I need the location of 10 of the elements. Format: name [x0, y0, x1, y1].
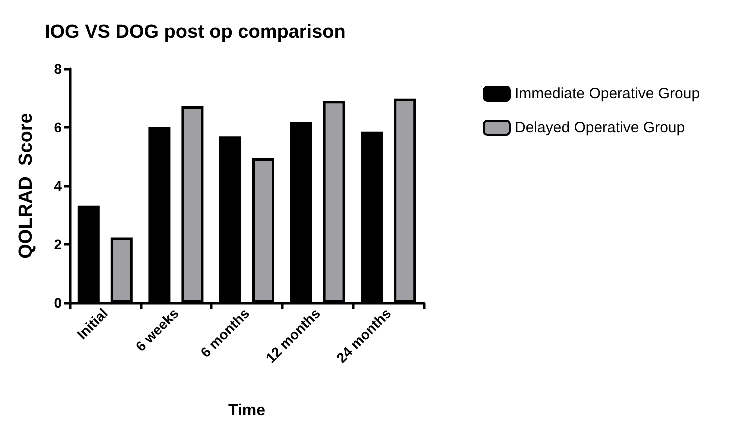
x-axis-title: Time: [228, 402, 266, 420]
y-axis-title: QOLRAD Score: [16, 113, 37, 259]
y-tick-label: 2: [54, 236, 62, 252]
legend-label: Delayed Operative Group: [515, 120, 686, 136]
legend-label: Immediate Operative Group: [515, 86, 700, 102]
y-tick-label: 4: [54, 178, 62, 194]
y-tick-label: 8: [54, 61, 62, 77]
y-tick-label: 6: [54, 120, 62, 136]
y-tick-label: 0: [54, 295, 62, 311]
chart-title: IOG VS DOG post op comparison: [45, 22, 346, 43]
